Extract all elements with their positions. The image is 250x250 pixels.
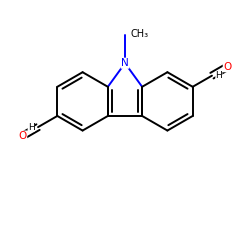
Text: N: N [121, 58, 129, 68]
Text: O: O [18, 131, 27, 141]
Text: CH₃: CH₃ [130, 28, 148, 38]
Text: H: H [28, 122, 34, 132]
Text: O: O [223, 62, 232, 72]
Text: H: H [216, 71, 222, 80]
